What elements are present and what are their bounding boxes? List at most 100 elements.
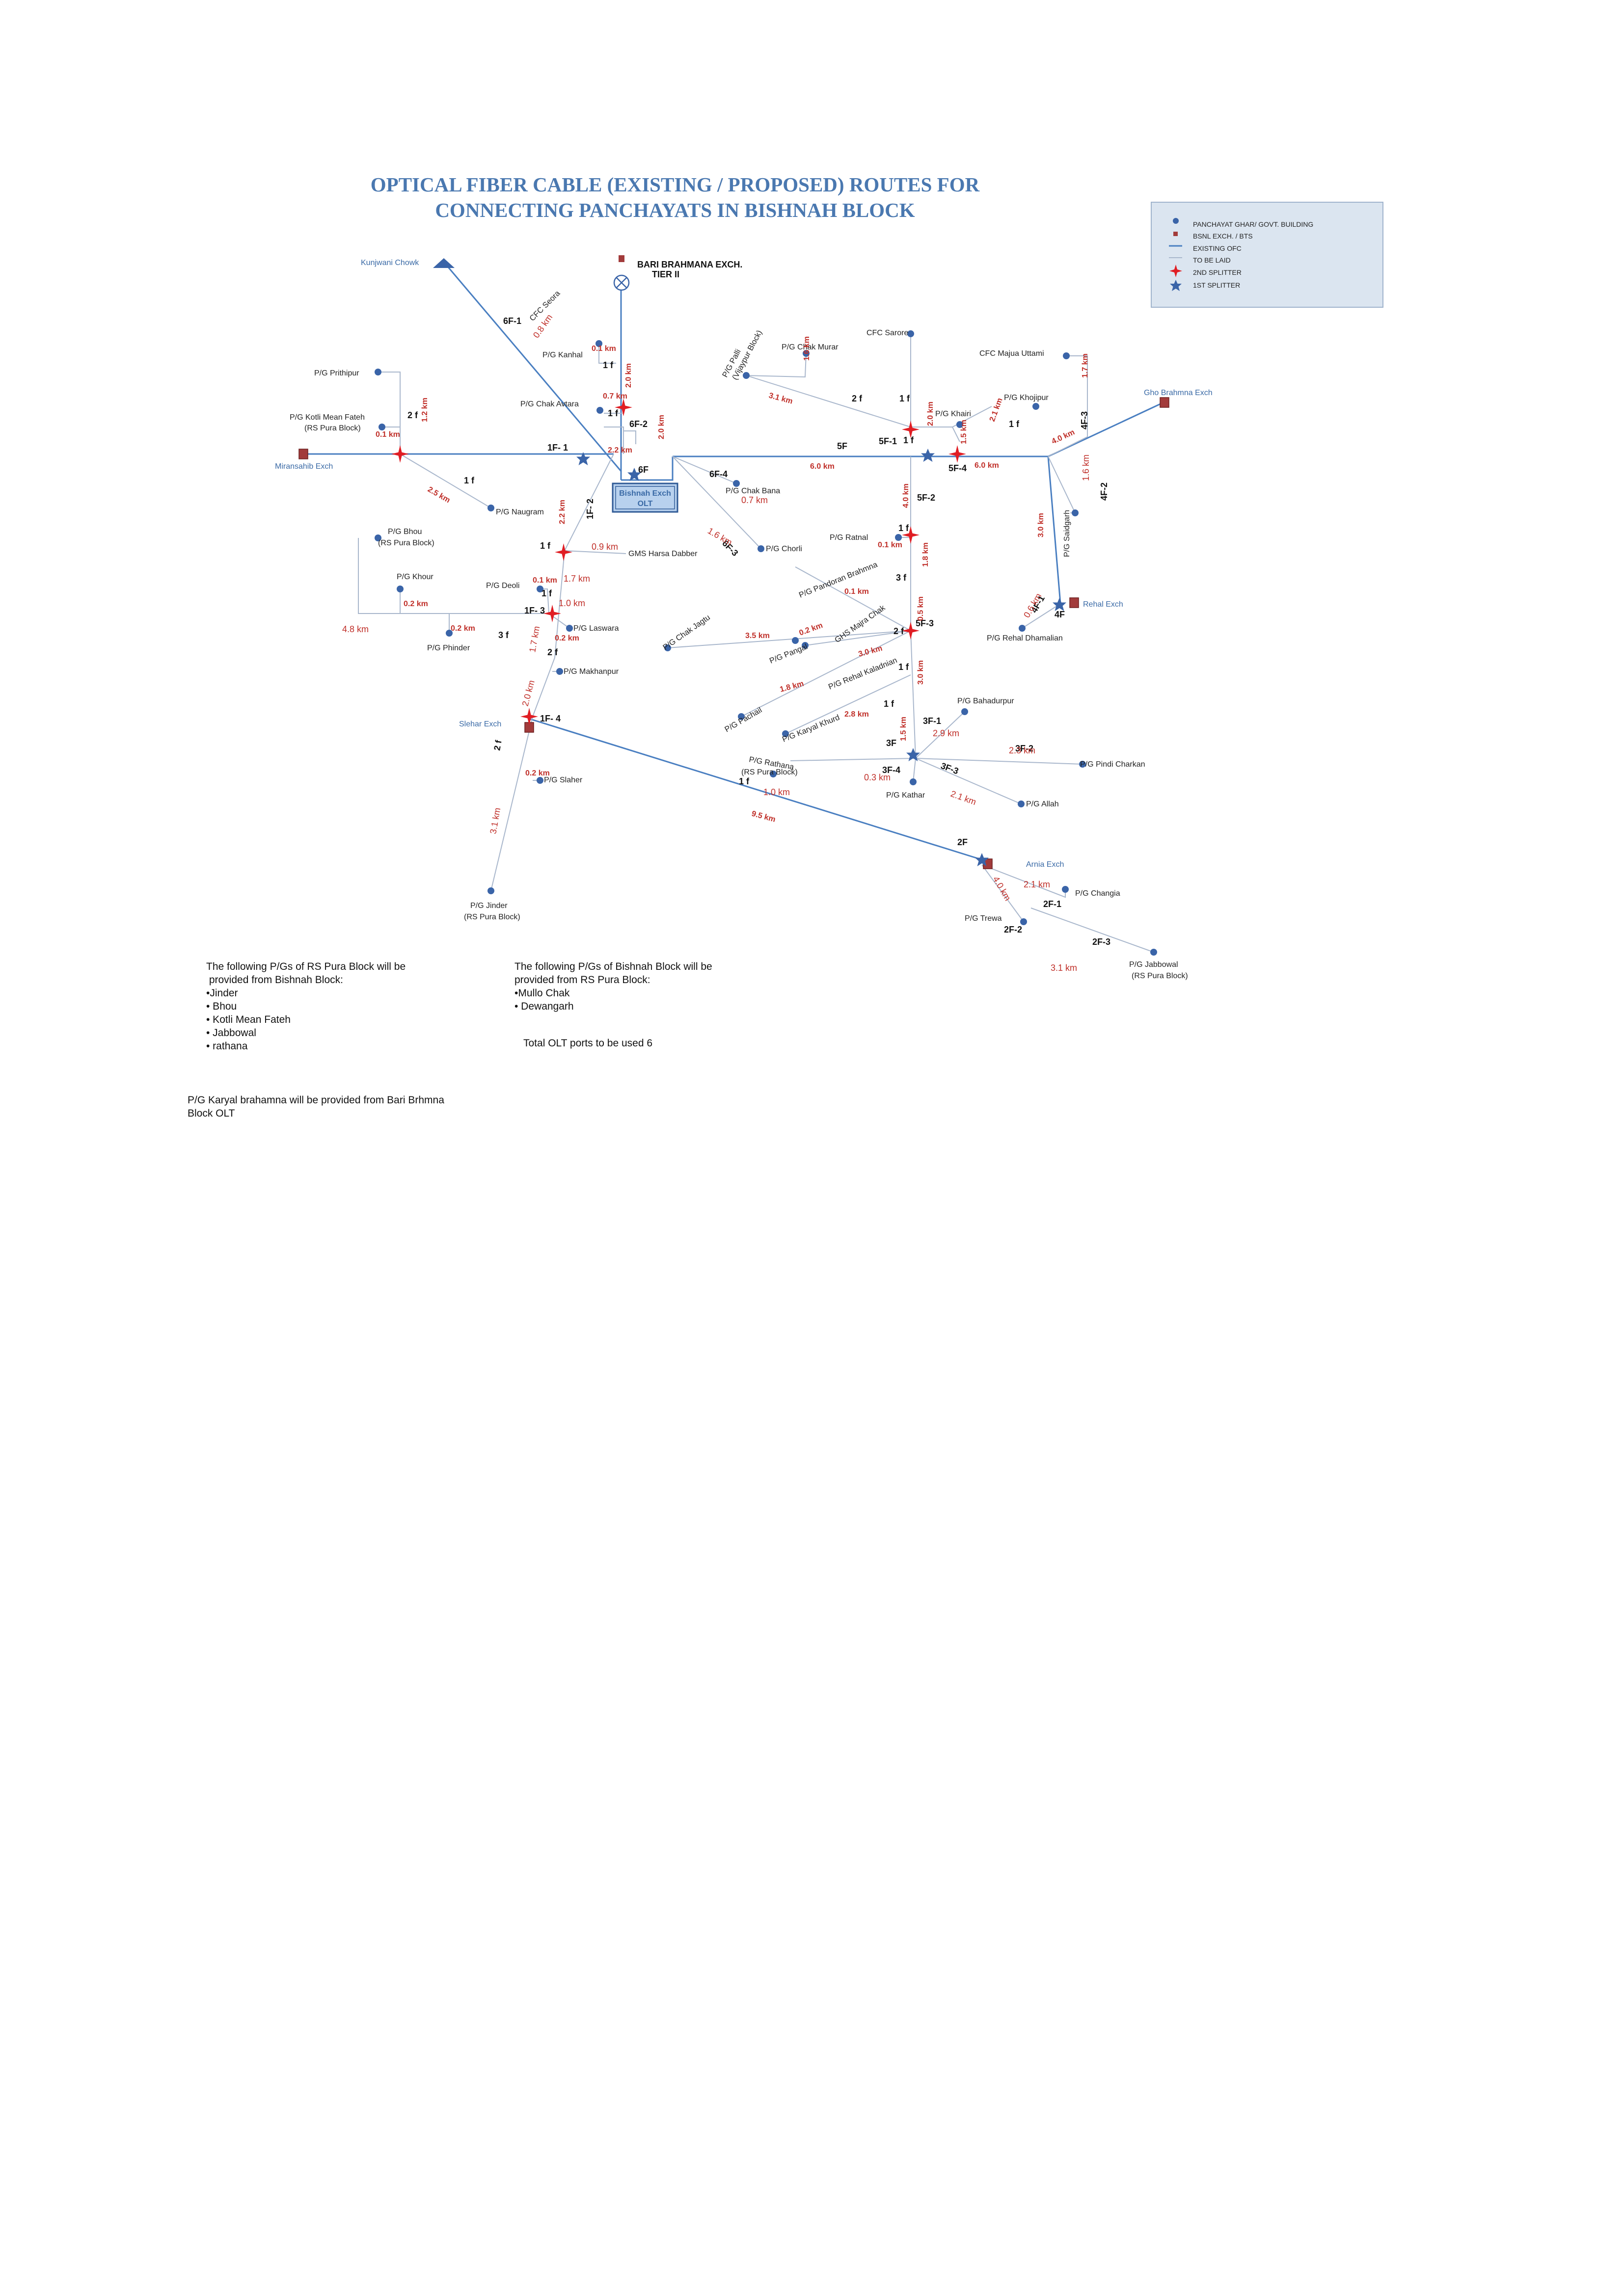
fiber-count: 1 f [884, 699, 894, 709]
distance-label: 0.2 km [404, 600, 428, 608]
place-label: P/G Trewa [965, 914, 1002, 923]
second-splitter-icon [1169, 265, 1182, 277]
first-splitter-icon [921, 449, 935, 462]
place-label: P/G Chak Avtara [520, 400, 579, 408]
fiber-count: 1 f [739, 776, 750, 786]
panchayat-dot-icon [802, 642, 809, 649]
fiber-count: 2 f [547, 647, 558, 657]
place-label: P/G Changia [1075, 889, 1120, 898]
distance-label: 0.2 km [798, 621, 824, 638]
distance-label: 1.7 km [527, 625, 541, 653]
distance-label: 0.5 km [917, 596, 925, 621]
panchayat-dot-icon [1150, 949, 1157, 956]
place-label: P/G Kathar [886, 791, 925, 800]
first-splitters [576, 449, 1066, 866]
place-label: P/G Saidgarh [1063, 510, 1071, 557]
olt-label-line1: Bishnah Exch [619, 489, 671, 498]
place-label: P/G Laswara [573, 624, 619, 633]
distance-label: 0.3 km [864, 773, 891, 782]
distance-label: 2.0 km [926, 401, 935, 426]
distance-label: 4.0 km [902, 483, 910, 508]
panchayat-dot-icon [792, 637, 799, 644]
panchayat-dot-icon [397, 586, 404, 592]
exchange-markers [298, 397, 1169, 869]
place-label: Gho Brahmna Exch [1144, 389, 1213, 397]
second-splitter-icon [391, 445, 409, 463]
fiber-count: 2 f [893, 626, 904, 636]
distance-label: 1.6 km [803, 336, 811, 361]
panchayat-dot-icon [487, 505, 494, 511]
note-rs-pura-item: • Kotli Mean Fateh [206, 1014, 291, 1025]
panchayat-dot-icon [596, 407, 603, 414]
distance-label: 0.7 km [603, 392, 627, 400]
fiber-count: 1 f [899, 394, 910, 403]
route-label: 3F-1 [923, 716, 941, 726]
distance-label: 9.5 km [751, 809, 777, 824]
place-label: BARI BRAHMANA EXCH. [637, 260, 742, 269]
legend-label-existing-ofc: EXISTING OFC [1193, 244, 1242, 252]
route-label: 4F-3 [1080, 411, 1089, 429]
panchayat-dot-icon [375, 534, 381, 541]
place-label: Slehar Exch [459, 720, 501, 728]
place-label: P/G Allah [1026, 800, 1059, 808]
distance-label: 3.1 km [768, 391, 794, 405]
panchayat-dot-icon [910, 778, 917, 785]
place-label: GMS Harsa Dabber [628, 550, 698, 558]
place-label: P/G Kotli Mean Fateh [290, 413, 365, 422]
second-splitters [391, 399, 966, 725]
panchayat-dot-icon [537, 777, 543, 784]
second-splitter-icon [948, 445, 966, 463]
distance-label: 0.1 km [844, 587, 869, 596]
panchayat-dot-icon [1020, 918, 1027, 925]
place-label: CFC Majua Uttami [979, 349, 1044, 358]
place-label: P/G Ratnal [830, 534, 868, 542]
distance-label: 2.0 km [520, 679, 537, 707]
exchange-square-icon [1069, 597, 1079, 608]
legend-label-to-be-laid: TO BE LAID [1193, 256, 1231, 264]
place-label: GHS Majra Chak [834, 603, 888, 644]
distance-label: 2.3 km [1009, 746, 1035, 755]
distance-label: 1.8 km [921, 542, 930, 567]
panchayat-dot-icon [1018, 801, 1025, 807]
panchayat-dot-icon [566, 625, 573, 632]
distance-label: 0.1 km [592, 345, 616, 353]
first-splitter-icon [906, 748, 920, 761]
legend-label-second-splitter: 2ND SPLITTER [1193, 268, 1242, 276]
panchayat-dot-icon [743, 372, 750, 379]
panchayat-nodes [375, 330, 1157, 956]
legend: PANCHAYAT GHAR/ GOVT. BUILDING BSNL EXCH… [1151, 202, 1383, 308]
second-splitter-icon [902, 622, 920, 640]
panchayat-dot-icon [733, 480, 740, 487]
route-label: 5F-2 [917, 493, 935, 503]
place-label: CFC Sarore [866, 329, 908, 337]
legend-label-exchange: BSNL EXCH. / BTS [1193, 232, 1253, 240]
fiber-count: 1 f [903, 435, 914, 445]
place-label: P/G Bhou [388, 528, 422, 536]
second-splitter-icon [615, 399, 632, 416]
distance-label: 1.7 km [1081, 353, 1089, 378]
panchayat-dot-icon [758, 545, 764, 552]
distance-label: 0.7 km [741, 495, 768, 505]
place-label: P/G Makhanpur [564, 667, 619, 676]
panchayat-dot-icon [487, 887, 494, 894]
distance-label: 2.0 km [624, 363, 633, 388]
route-label: 4F [1055, 610, 1065, 619]
place-label: Kunjwani Chowk [361, 259, 419, 267]
fiber-count: 1 f [1009, 419, 1020, 429]
distance-label: 2.2 km [558, 500, 567, 524]
place-label: (RS Pura Block) [378, 539, 434, 547]
panchayat-dot-icon [1063, 352, 1070, 359]
note-olt-ports: Total OLT ports to be used 6 [523, 1038, 652, 1049]
place-label: P/G Chak Murar [782, 343, 839, 351]
second-splitter-icon [902, 526, 920, 544]
exchange-square-icon [1160, 397, 1169, 408]
distance-label: 0.2 km [451, 624, 475, 633]
route-label: 5F-3 [916, 618, 934, 628]
fiber-count: 1 f [541, 588, 552, 598]
route-label: 6F-4 [709, 469, 728, 479]
fiber-count: 1 f [608, 408, 619, 418]
fiber-count: 1 f [898, 662, 909, 672]
distance-label: 2.1 km [1024, 880, 1050, 889]
place-label: TIER II [652, 269, 679, 279]
legend-label-panchayat: PANCHAYAT GHAR/ GOVT. BUILDING [1193, 220, 1313, 228]
